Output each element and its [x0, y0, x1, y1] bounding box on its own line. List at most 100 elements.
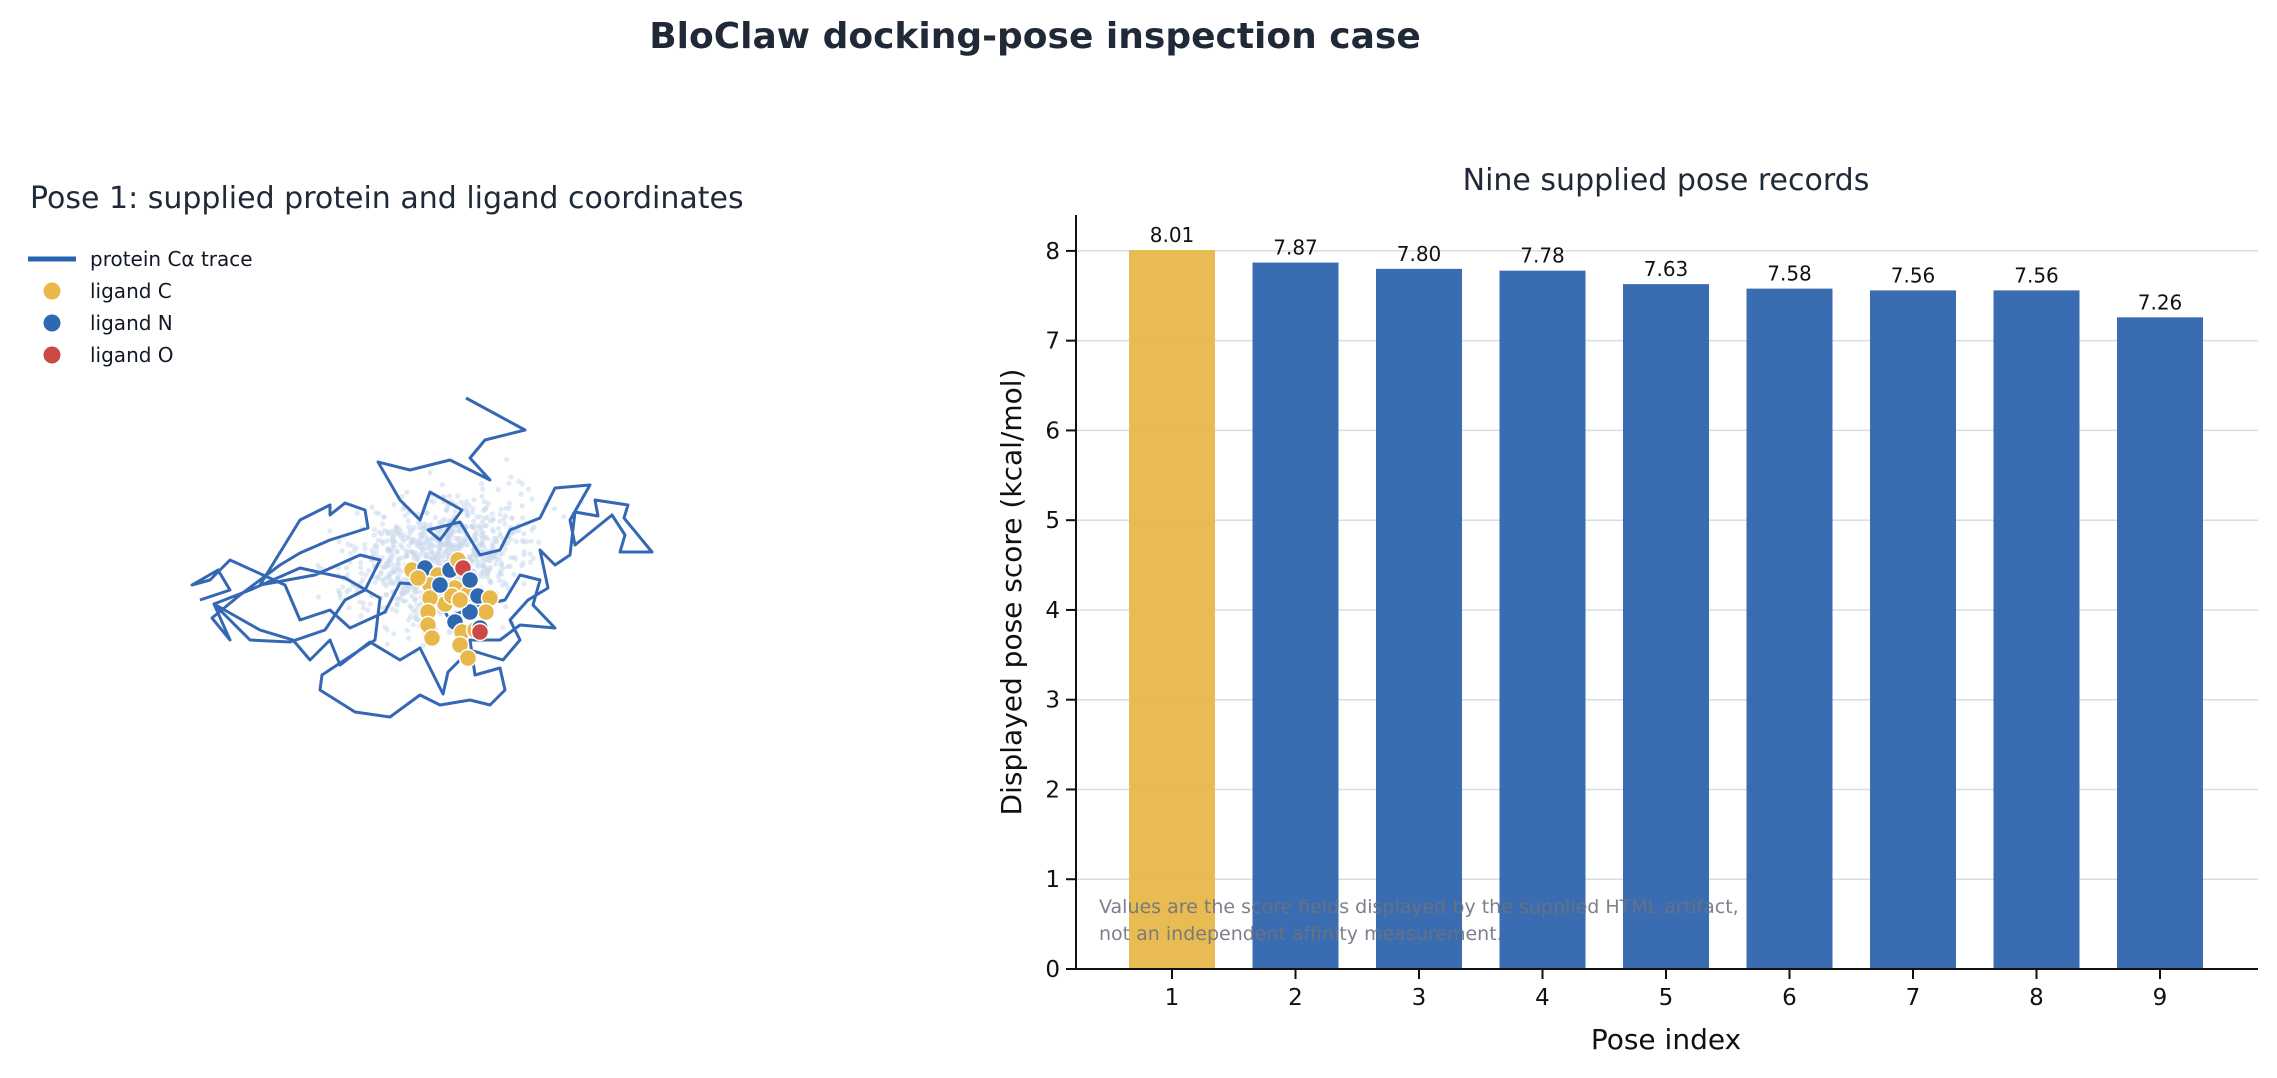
- protein-atom: [473, 557, 479, 563]
- protein-atom: [344, 588, 350, 595]
- x-axis-ticks: 1 2 3 4 5 6 7 8 9: [1165, 969, 2167, 1011]
- protein-atom: [374, 543, 380, 549]
- bar-pose-7: [1870, 290, 1956, 969]
- protein-atom: [506, 480, 512, 486]
- bar-value-label: 7.80: [1397, 242, 1442, 266]
- protein-atom: [471, 518, 477, 525]
- protein-atom: [484, 514, 490, 520]
- protein-atom: [404, 553, 410, 559]
- protein-atom: [380, 540, 386, 547]
- protein-atom: [519, 481, 525, 487]
- bar-value-label: 8.01: [1150, 223, 1195, 247]
- bar-value-label: 7.63: [1644, 257, 1689, 281]
- y-tick-label: 6: [1045, 418, 1060, 444]
- protein-atom: [409, 593, 415, 599]
- y-tick-label: 2: [1045, 777, 1060, 803]
- protein-atom: [415, 520, 421, 526]
- protein-atom: [410, 537, 416, 543]
- protein-atom: [391, 537, 397, 544]
- protein-atom: [390, 542, 396, 549]
- protein-atom: [380, 521, 386, 527]
- protein-atom: [376, 529, 382, 535]
- protein-atom: [378, 569, 384, 575]
- protein-atom: [339, 548, 345, 554]
- protein-atom: [497, 577, 503, 584]
- protein-atom: [437, 528, 443, 534]
- protein-atom: [391, 501, 397, 508]
- protein-atom: [509, 530, 515, 536]
- protein-atom: [389, 606, 396, 612]
- protein-atom: [464, 511, 470, 517]
- protein-atom: [447, 539, 453, 546]
- protein-atom: [382, 624, 388, 631]
- protein-atom: [387, 575, 393, 582]
- protein-atom: [388, 570, 394, 577]
- protein-atom: [404, 489, 410, 495]
- ligand-atoms: [402, 550, 500, 668]
- protein-atom: [502, 521, 508, 527]
- protein-atom: [401, 577, 407, 583]
- protein-atom: [444, 535, 450, 541]
- protein-atom: [413, 596, 419, 602]
- protein-atom: [399, 493, 405, 500]
- protein-atom: [479, 529, 485, 536]
- protein-atom: [366, 568, 372, 574]
- legend-protein-trace-label: protein Cα trace: [90, 247, 253, 271]
- ligand-atom-c: [458, 648, 478, 668]
- protein-atom: [457, 528, 463, 534]
- protein-atom: [406, 543, 412, 549]
- protein-atom: [337, 595, 343, 601]
- protein-atom: [429, 555, 435, 561]
- protein-atom: [387, 556, 393, 562]
- protein-atom: [362, 546, 368, 552]
- protein-atom: [358, 613, 364, 619]
- protein-atom: [471, 524, 477, 530]
- legend-ligand-n-label: ligand N: [90, 311, 173, 335]
- y-axis-ticks: 0 1 2 3 4 5 6 7 8: [1045, 239, 1076, 983]
- protein-atom: [406, 533, 412, 539]
- protein-atom: [424, 510, 430, 516]
- x-tick-label: 8: [2029, 985, 2044, 1011]
- legend-ligand-o-label: ligand O: [90, 343, 174, 367]
- chart-note: Values are the score fields displayed by…: [1099, 896, 1739, 945]
- protein-atom: [508, 554, 514, 561]
- protein-atom: [432, 514, 438, 521]
- protein-atom: [428, 521, 434, 528]
- protein-atom: [479, 481, 485, 487]
- protein-atom: [472, 533, 478, 539]
- protein-atom: [531, 524, 537, 530]
- protein-atom: [399, 555, 406, 561]
- protein-atom: [417, 531, 423, 538]
- protein-atom: [370, 551, 376, 557]
- protein-atom: [462, 503, 468, 509]
- protein-atom: [349, 543, 355, 549]
- protein-atom: [497, 511, 503, 518]
- protein-atom: [455, 544, 461, 550]
- protein-atom: [485, 536, 491, 542]
- protein-atom: [536, 539, 542, 546]
- protein-atom: [363, 572, 369, 578]
- protein-atom: [390, 528, 396, 534]
- bar-value-label: 7.26: [2138, 290, 2183, 314]
- protein-atom: [458, 499, 464, 505]
- protein-atom: [492, 552, 498, 558]
- protein-atom: [383, 560, 389, 566]
- bar-value-label: 7.56: [2014, 263, 2059, 287]
- legend-ligand-c-label: ligand C: [90, 279, 172, 303]
- protein-atom: [444, 547, 450, 554]
- protein-atom: [431, 543, 437, 549]
- protein-atom: [387, 547, 393, 554]
- protein-atom: [436, 548, 442, 554]
- protein-atom: [410, 622, 416, 628]
- protein-atom: [479, 541, 485, 547]
- protein-atom: [394, 608, 400, 614]
- protein-atom: [519, 503, 525, 509]
- y-tick-label: 1: [1045, 867, 1060, 893]
- ligand-atom-c: [450, 590, 470, 610]
- protein-atom: [358, 570, 364, 577]
- structure-panel: Pose 1: supplied protein and ligand coor…: [28, 181, 744, 719]
- structure-legend: protein Cα trace ligand C ligand N ligan…: [28, 247, 253, 367]
- protein-atom: [551, 506, 558, 512]
- protein-atom: [391, 631, 397, 637]
- protein-atom: [424, 551, 430, 557]
